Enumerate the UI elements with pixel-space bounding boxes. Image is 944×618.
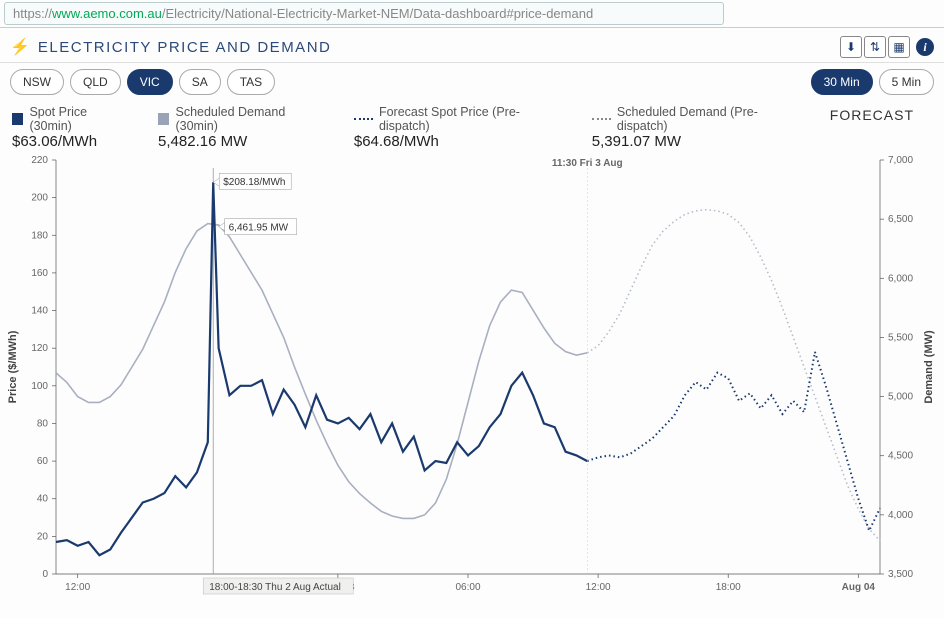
swatch-fdemand — [592, 118, 611, 120]
legend-row: Spot Price (30min) $63.06/MWh Scheduled … — [0, 101, 944, 150]
legend-fspot: Forecast Spot Price (Pre-dispatch) $64.6… — [354, 105, 562, 150]
svg-text:3,500: 3,500 — [888, 569, 913, 580]
svg-text:06:00: 06:00 — [455, 582, 480, 593]
grid-icon[interactable]: ▦ — [888, 36, 910, 58]
svg-text:6,000: 6,000 — [888, 273, 913, 284]
svg-text:Aug 04: Aug 04 — [842, 582, 876, 593]
svg-text:120: 120 — [31, 343, 48, 354]
legend-fdemand: Scheduled Demand (Pre-dispatch) 5,391.07… — [592, 105, 800, 150]
info-icon[interactable]: i — [916, 38, 934, 56]
price-demand-chart[interactable]: 0 20 40 60 80 100 120 140 160 180 200 220 3,500 4,000… — [0, 150, 944, 618]
svg-text:140: 140 — [31, 306, 48, 317]
svg-text:200: 200 — [31, 193, 48, 204]
svg-text:7,000: 7,000 — [888, 155, 913, 166]
url-bar[interactable]: https://www.aemo.com.au/Electricity/Nati… — [4, 2, 724, 25]
svg-text:$208.18/MWh: $208.18/MWh — [223, 177, 285, 188]
region-tab-tas[interactable]: TAS — [227, 69, 275, 95]
region-tab-nsw[interactable]: NSW — [10, 69, 64, 95]
svg-text:20: 20 — [37, 531, 49, 542]
svg-text:160: 160 — [31, 268, 48, 279]
chart-container: 0 20 40 60 80 100 120 140 160 180 200 220 3,500 4,000… — [0, 150, 944, 618]
url-path: /Electricity/National-Electricity-Market… — [162, 6, 593, 21]
svg-text:11:30 Fri 3 Aug: 11:30 Fri 3 Aug — [552, 158, 623, 169]
region-tab-vic[interactable]: VIC — [127, 69, 173, 95]
interval-tab-5min[interactable]: 5 Min — [879, 69, 934, 95]
svg-text:6,500: 6,500 — [888, 214, 913, 225]
legend-spot-value: $63.06/MWh — [12, 133, 128, 150]
svg-text:Price ($/MWh): Price ($/MWh) — [7, 330, 19, 403]
svg-text:220: 220 — [31, 155, 48, 166]
swatch-demand — [158, 113, 169, 125]
legend-demand-value: 5,482.16 MW — [158, 133, 324, 150]
legend-demand: Scheduled Demand (30min) 5,482.16 MW — [158, 105, 324, 150]
svg-text:5,500: 5,500 — [888, 332, 913, 343]
svg-text:12:00: 12:00 — [65, 582, 90, 593]
svg-text:18:00: 18:00 — [716, 582, 741, 593]
swatch-spot — [12, 113, 23, 125]
url-scheme: https:// — [13, 6, 52, 21]
region-tab-qld[interactable]: QLD — [70, 69, 121, 95]
svg-text:0: 0 — [42, 569, 48, 580]
svg-text:5,000: 5,000 — [888, 392, 913, 403]
svg-text:18:00-18:30 Thu 2 Aug Actual: 18:00-18:30 Thu 2 Aug Actual — [209, 582, 341, 593]
download-icon[interactable]: ⬇ — [840, 36, 862, 58]
svg-text:80: 80 — [37, 418, 49, 429]
panel-header: ⚡ ELECTRICITY PRICE AND DEMAND ⬇ ⇅ ▦ i — [0, 27, 944, 63]
tabs-row: NSWQLDVICSATAS 30 Min5 Min — [0, 63, 944, 101]
svg-text:100: 100 — [31, 381, 48, 392]
url-host: www.aemo.com.au — [52, 6, 162, 21]
region-tab-sa[interactable]: SA — [179, 69, 221, 95]
legend-spot: Spot Price (30min) $63.06/MWh — [12, 105, 128, 150]
svg-text:40: 40 — [37, 494, 49, 505]
panel-title: ELECTRICITY PRICE AND DEMAND — [38, 39, 331, 56]
compare-icon[interactable]: ⇅ — [864, 36, 886, 58]
svg-text:Demand (MW): Demand (MW) — [923, 330, 935, 404]
forecast-heading: FORECAST — [830, 105, 932, 123]
bolt-icon: ⚡ — [10, 37, 30, 57]
svg-text:6,461.95 MW: 6,461.95 MW — [229, 223, 289, 234]
svg-text:180: 180 — [31, 230, 48, 241]
header-icons: ⬇ ⇅ ▦ i — [840, 36, 934, 58]
svg-text:4,500: 4,500 — [888, 451, 913, 462]
interval-tab-30min[interactable]: 30 Min — [811, 69, 873, 95]
svg-text:12:00: 12:00 — [586, 582, 611, 593]
legend-fspot-value: $64.68/MWh — [354, 133, 562, 150]
swatch-fspot — [354, 118, 373, 120]
legend-fdemand-value: 5,391.07 MW — [592, 133, 800, 150]
svg-text:60: 60 — [37, 456, 49, 467]
interval-tabs: 30 Min5 Min — [811, 69, 934, 95]
svg-text:4,000: 4,000 — [888, 510, 913, 521]
